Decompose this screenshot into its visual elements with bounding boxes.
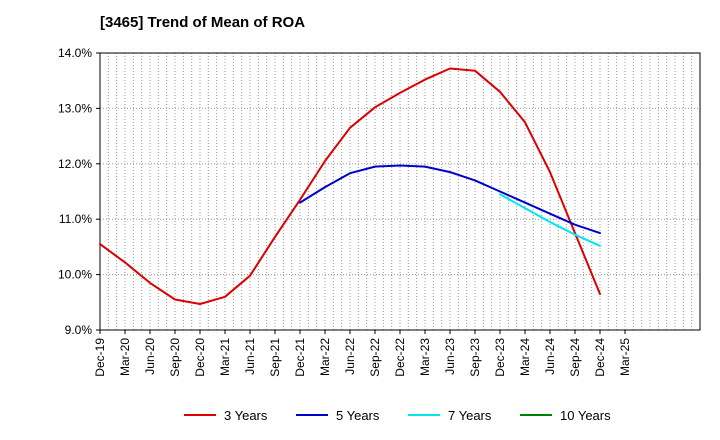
legend-label: 5 Years	[336, 408, 380, 423]
x-tick-label: Dec-24	[593, 338, 607, 377]
y-tick-label: 9.0%	[65, 323, 93, 337]
x-tick-label: Sep-23	[468, 338, 482, 377]
x-tick-label: Jun-24	[543, 338, 557, 375]
x-tick-label: Mar-23	[418, 338, 432, 376]
x-tick-label: Mar-25	[618, 338, 632, 376]
x-tick-label: Dec-23	[493, 338, 507, 377]
legend-label: 7 Years	[448, 408, 492, 423]
series-line-5-years	[299, 164, 601, 235]
x-tick-label: Jun-21	[243, 338, 257, 375]
x-tick-label: Sep-20	[168, 338, 182, 377]
legend-label: 3 Years	[224, 408, 268, 423]
x-tick-label: Dec-20	[193, 338, 207, 377]
grid	[100, 53, 700, 330]
x-tick-label: Dec-21	[293, 338, 307, 377]
legend: 3 Years 5 Years 7 Years 10 Years	[184, 408, 611, 423]
x-tick-label: Mar-20	[118, 338, 132, 376]
x-tick-label: Sep-21	[268, 338, 282, 377]
y-tick-label: 14.0%	[58, 46, 92, 60]
y-tick-label: 12.0%	[58, 157, 92, 171]
x-tick-label: Mar-22	[318, 338, 332, 376]
x-tick-label: Jun-20	[143, 338, 157, 375]
y-tick-label: 13.0%	[58, 101, 92, 115]
x-tick-label: Sep-22	[368, 338, 382, 377]
chart-title: [3465] Trend of Mean of ROA	[100, 14, 306, 31]
legend-label: 10 Years	[560, 408, 611, 423]
x-axis-ticks: Dec-19 Mar-20 Jun-20 Sep-20 Dec-20 Mar-21 Jun-…	[93, 330, 632, 377]
x-tick-label: Sep-24	[568, 338, 582, 377]
x-tick-label: Dec-22	[393, 338, 407, 377]
y-axis-ticks: 9.0% 10.0% 11.0% 12.0% 13.0% 14.0%	[58, 46, 100, 337]
y-tick-label: 10.0%	[58, 268, 92, 282]
x-tick-label: Dec-19	[93, 338, 107, 377]
y-tick-label: 11.0%	[59, 212, 92, 226]
series-lines	[99, 67, 601, 305]
series-line-3-years	[99, 67, 601, 305]
x-tick-label: Mar-21	[218, 338, 232, 376]
x-tick-label: Jun-22	[343, 338, 357, 375]
series-line-7-years	[499, 193, 601, 247]
x-tick-label: Jun-23	[443, 338, 457, 375]
x-tick-label: Mar-24	[518, 338, 532, 376]
